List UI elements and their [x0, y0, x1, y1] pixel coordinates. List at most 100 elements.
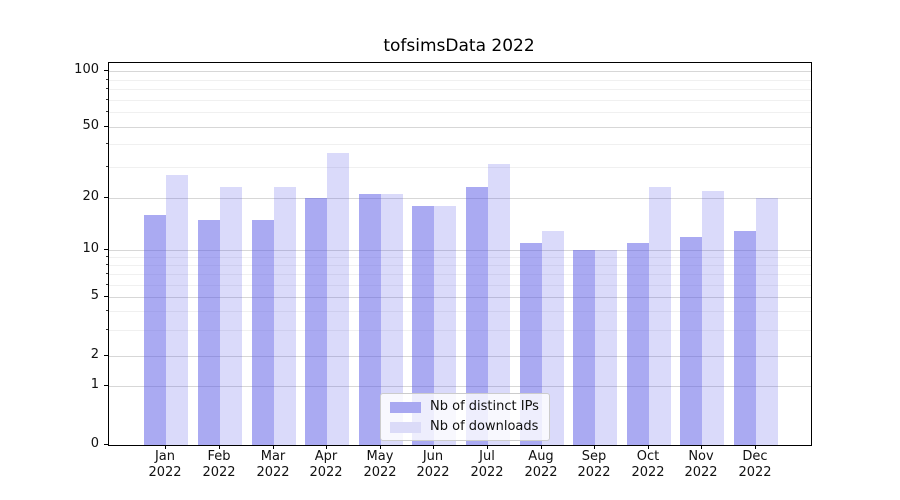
y-tick-mark-minor	[106, 329, 108, 330]
x-tick-label-nov: Nov 2022	[684, 449, 718, 480]
legend-item-distinct-ips: Nb of distinct IPs	[390, 400, 539, 414]
y-tick-label-100: 100	[74, 62, 99, 77]
gridline-30	[109, 166, 811, 168]
x-tick-mark	[701, 445, 702, 449]
bar-downloads-apr	[327, 152, 350, 445]
x-tick-label-mar: Mar 2022	[256, 449, 290, 480]
bar-distinct-ips-sep	[573, 250, 596, 445]
bar-distinct-ips-jan	[144, 214, 167, 445]
bar-downloads-jun	[434, 206, 457, 445]
gridline-60	[109, 112, 811, 114]
gridline-90	[109, 79, 811, 81]
bar-distinct-ips-dec	[734, 230, 756, 445]
x-tick-label-jul: Jul 2022	[470, 449, 504, 480]
y-tick-mark-minor	[106, 256, 108, 257]
gridline-50	[109, 127, 811, 128]
y-tick-label-2: 2	[90, 347, 99, 362]
gridline-5	[109, 297, 811, 298]
bar-downloads-aug	[541, 230, 564, 445]
y-tick-mark-minor	[106, 166, 108, 167]
gridline-4	[109, 311, 811, 313]
gridline-1	[109, 386, 811, 387]
bar-distinct-ips-apr	[305, 198, 328, 445]
gridline-9	[109, 257, 811, 259]
y-tick-mark	[104, 126, 108, 127]
y-tick-label-5: 5	[90, 288, 99, 303]
y-tick-mark-minor	[106, 143, 108, 144]
bar-downloads-dec	[756, 198, 778, 445]
y-tick-label-20: 20	[82, 189, 99, 204]
y-tick-mark	[104, 249, 108, 250]
gridline-40	[109, 144, 811, 146]
bar-downloads-feb	[219, 187, 242, 445]
bar-distinct-ips-jun	[412, 206, 435, 445]
bar-downloads-oct	[648, 187, 671, 445]
x-tick-label-oct: Oct 2022	[631, 449, 665, 480]
gridline-80	[109, 89, 811, 90]
x-tick-mark	[326, 445, 327, 449]
bar-downloads-sep	[595, 250, 618, 445]
x-tick-label-dec: Dec 2022	[738, 449, 772, 480]
legend-swatch-distinct-ips	[390, 401, 421, 413]
y-tick-mark	[104, 444, 108, 445]
y-tick-label-1: 1	[90, 377, 99, 392]
x-tick-mark	[648, 445, 649, 449]
legend-label-downloads: Nb of downloads	[430, 419, 539, 434]
bar-distinct-ips-may	[358, 194, 381, 445]
x-tick-label-feb: Feb 2022	[202, 449, 236, 480]
x-tick-mark	[755, 445, 756, 449]
gridline-7	[109, 274, 811, 276]
y-tick-label-10: 10	[82, 241, 99, 256]
y-tick-mark	[104, 70, 108, 71]
gridline-10	[109, 250, 811, 252]
y-tick-mark	[104, 385, 108, 386]
gridline-6	[109, 284, 811, 286]
legend-label-distinct-ips: Nb of distinct IPs	[430, 399, 539, 414]
x-tick-mark	[541, 445, 542, 449]
bar-downloads-mar	[273, 187, 296, 445]
bar-downloads-nov	[702, 190, 725, 445]
gridline-100	[109, 71, 811, 72]
plot-area: Nb of distinct IPs Nb of downloads	[108, 62, 812, 446]
y-tick-mark-minor	[106, 310, 108, 311]
bar-downloads-may	[380, 194, 403, 445]
y-tick-mark-minor	[106, 273, 108, 274]
gridline-8	[109, 265, 811, 267]
y-tick-mark	[104, 296, 108, 297]
y-tick-mark-minor	[106, 111, 108, 112]
x-tick-mark	[273, 445, 274, 449]
x-tick-mark	[594, 445, 595, 449]
legend: Nb of distinct IPs Nb of downloads	[380, 393, 550, 441]
y-tick-mark	[104, 355, 108, 356]
y-tick-mark-minor	[106, 88, 108, 89]
gridline-70	[109, 99, 811, 101]
bar-distinct-ips-jul	[466, 187, 488, 445]
legend-swatch-downloads	[390, 421, 421, 433]
gridline-2	[109, 356, 811, 357]
x-tick-label-sep: Sep 2022	[577, 449, 611, 480]
y-tick-mark-minor	[106, 99, 108, 100]
y-tick-label-50: 50	[82, 118, 99, 133]
x-tick-mark	[380, 445, 381, 449]
y-tick-mark-minor	[106, 284, 108, 285]
x-tick-label-aug: Aug 2022	[524, 449, 558, 480]
x-tick-mark	[219, 445, 220, 449]
bar-downloads-jul	[488, 164, 510, 445]
bar-distinct-ips-oct	[626, 243, 649, 445]
x-tick-mark	[165, 445, 166, 449]
y-tick-label-0: 0	[90, 436, 99, 451]
bar-downloads-jan	[166, 174, 189, 445]
chart-title: tofsimsData 2022	[383, 36, 535, 56]
x-tick-label-may: May 2022	[363, 449, 397, 480]
bar-distinct-ips-nov	[680, 236, 703, 445]
x-tick-label-jan: Jan 2022	[148, 449, 182, 480]
gridline-20	[109, 198, 811, 199]
x-tick-mark	[433, 445, 434, 449]
y-tick-mark-minor	[106, 264, 108, 265]
bar-distinct-ips-mar	[251, 219, 274, 445]
y-tick-mark-minor	[106, 79, 108, 80]
x-tick-label-apr: Apr 2022	[309, 449, 343, 480]
legend-item-downloads: Nb of downloads	[390, 420, 539, 434]
x-tick-mark	[487, 445, 488, 449]
